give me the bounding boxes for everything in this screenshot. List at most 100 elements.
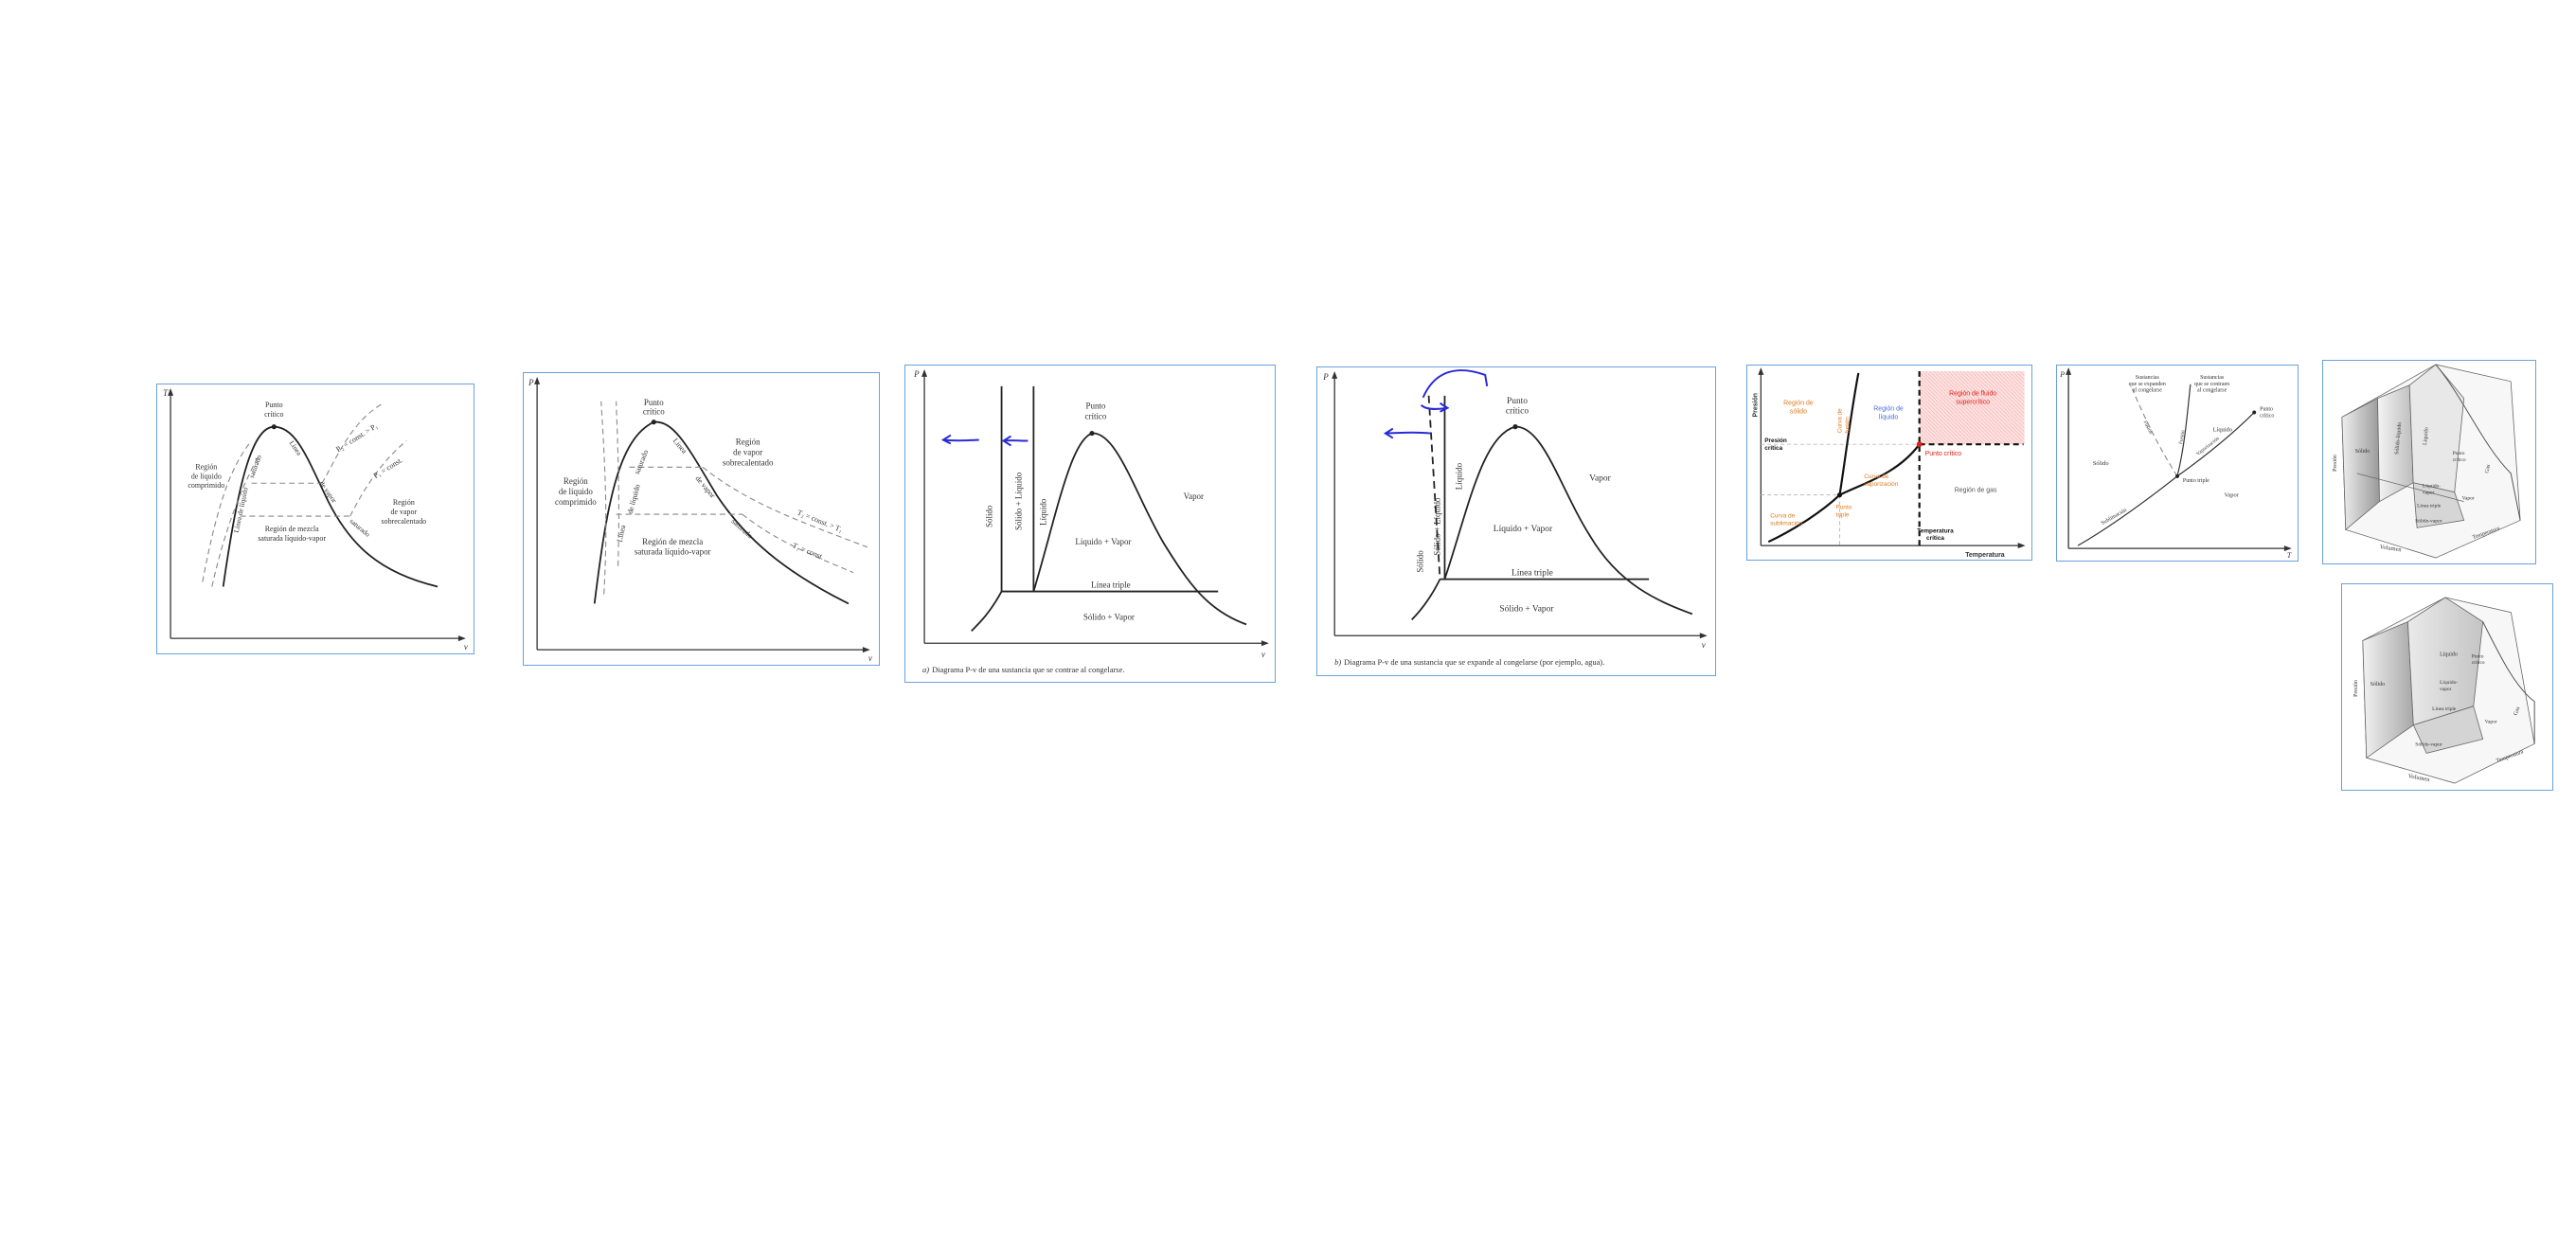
solid-liquid-label: Sólido-líquido xyxy=(2394,422,2403,455)
pvt-surface-contract-panel: Presión Volumen Temperatura Sólido Sólid… xyxy=(2322,360,2536,564)
gas-label: Gas xyxy=(2513,705,2522,716)
blue-arrow-annotation-2 xyxy=(1383,427,1431,439)
solid-vapor-label: Sólido-vapor xyxy=(2415,741,2442,747)
triple-line-label: Línea triple xyxy=(1091,580,1130,590)
saturation-dome xyxy=(593,420,850,605)
triple-line-label: Línea triple xyxy=(2432,706,2457,712)
temperature-axis-label: Temperatura xyxy=(1965,552,2005,559)
t-axis-label: T xyxy=(163,388,169,398)
blue-curve-annotation xyxy=(1422,369,1489,399)
sat-vapor-line-label: Línea xyxy=(288,439,304,458)
superheated-region-label: Región de vapor sobrecalentado xyxy=(382,498,427,526)
sublimation-curve-label: Curva de sublimación xyxy=(1770,512,1802,527)
triple-point-label: Punto triple xyxy=(2183,478,2209,484)
vapor-label: Vapor xyxy=(1589,473,1611,483)
pvt-surface-contract: Presión Volumen Temperatura Sólido Sólid… xyxy=(2333,364,2521,559)
pv-diagram: P v Punto crítico Región de líquido comprim… xyxy=(528,376,872,663)
liquid-label: Líquido xyxy=(1038,498,1047,526)
sat-liquid-line-label: Línea xyxy=(616,524,628,543)
critical-pressure-label: Presión crítica xyxy=(1764,438,1787,452)
critical-point-label: Punto crítico xyxy=(1085,402,1107,421)
phase-diagram-colored-panel: Presión Temperatura Región de sólido Regi… xyxy=(1746,365,2032,561)
fusion-expand-label: Fusión xyxy=(2142,420,2154,436)
pv-contracting-panel: P v Punto crítico Sólido Sólido + Líquido… xyxy=(904,365,1276,683)
triple-point-label: Punto triple xyxy=(1836,505,1852,519)
mix-region-label: Región de mezcla saturada líquido-vapor xyxy=(635,537,711,557)
solid-vapor-label: Sólido-vapor xyxy=(2415,518,2442,524)
blue-arrow-annotation xyxy=(1420,402,1450,413)
compressed-liquid-region: Región de líquido comprimido xyxy=(188,462,224,490)
t2-label: T₂ = const. > T₁ xyxy=(796,509,845,534)
liquid-label: Líquido xyxy=(2423,427,2430,445)
critical-point-label: Punto crítico xyxy=(264,401,283,419)
t-axis-label: T xyxy=(2287,551,2292,560)
vapor-label: Vapor xyxy=(2225,492,2240,499)
vapor-label: Vapor xyxy=(2462,496,2475,502)
superheated-region-label: Región de vapor sobrecalentado xyxy=(723,438,774,468)
triple-line-label: Línea triple xyxy=(2417,504,2442,509)
pvt-surface-expand: Presión Volumen Temperatura Sólido Líqui… xyxy=(2353,597,2535,784)
sublimation-curve xyxy=(1411,579,1441,620)
isotherm-t2-vapor xyxy=(702,466,868,548)
critical-point-label: Punto crítico xyxy=(2260,407,2274,420)
pv-expanding-diagram: P v Punto crítico Sólido + Líquido Líquid… xyxy=(1322,369,1708,667)
sat-vapor-line-label-3: saturado xyxy=(348,517,371,539)
liquid-label: Líquido xyxy=(2440,652,2458,657)
isobar-p2-liquid xyxy=(202,440,252,582)
critical-point-marker xyxy=(651,420,656,425)
solid-label: Sólido xyxy=(1416,550,1425,573)
v-axis-label: v xyxy=(868,653,872,663)
sat-liquid-line-label-2: de líquido xyxy=(626,483,642,514)
solid-boundary xyxy=(1427,395,1441,580)
liquid-region-label: Región de líquido xyxy=(1873,406,1904,421)
solid-liquid-label: Sólido + Líquido xyxy=(1013,472,1023,530)
t1-label: T₁ = const. xyxy=(792,541,826,561)
solid-label: Sólido xyxy=(2370,682,2386,688)
vapor-label: Vapor xyxy=(2485,720,2497,725)
solid-label: Sólido xyxy=(985,505,994,527)
sublimation-curve xyxy=(2077,475,2178,546)
fusion-curve-contract xyxy=(2176,384,2191,477)
p-axis-label: P xyxy=(1322,372,1329,382)
solid-label: Sólido xyxy=(2093,460,2109,467)
sat-vapor-line-label: Línea xyxy=(671,437,689,455)
volume-label: Volumen xyxy=(2379,544,2403,553)
vaporization-curve xyxy=(1839,443,1921,496)
solid-region-label: Región de sólido xyxy=(1783,401,1814,416)
pressure-label: Presión xyxy=(2353,680,2359,697)
fusion-contract-label: Fusión xyxy=(2178,430,2187,445)
fusion-curve-expand xyxy=(2131,388,2178,477)
solid-liquid-label: Sólido + Líquido xyxy=(1432,497,1441,556)
critical-point-label: Punto crítico xyxy=(643,398,665,417)
mix-region-label: Región de mezcla saturada líquido-vapor xyxy=(258,525,326,543)
v-axis-label: v xyxy=(464,642,468,652)
sat-liquid-line-label-3: saturado xyxy=(633,449,650,475)
solid-label: Sólido xyxy=(2355,449,2370,455)
saturation-dome xyxy=(1443,425,1693,616)
liquid-label: Líquido xyxy=(1454,462,1463,490)
gas-region-label: Región de gas xyxy=(1955,488,1997,494)
vaporization-curve-label: Curva de vaporización xyxy=(1864,473,1898,488)
critical-point-marker xyxy=(271,424,277,430)
liquid-vapor-label: Líquido + Vapor xyxy=(1075,537,1131,546)
caption: b) Diagrama P-v de una sustancia que se e… xyxy=(1334,657,1604,667)
isotherm-t2-liquid xyxy=(600,401,607,595)
tv-diagram-panel: T v Punto crítico P₂ = const. > P₁ P₁ = c… xyxy=(156,384,474,654)
v-axis-label: v xyxy=(1261,650,1265,659)
saturation-dome xyxy=(222,425,438,588)
tv-diagram: T v Punto crítico P₂ = const. > P₁ P₁ = c… xyxy=(163,388,468,652)
pv-diagram-panel: P v Punto crítico Región de líquido comprim… xyxy=(523,372,880,666)
p-axis-label: P xyxy=(2059,370,2065,379)
blue-arrow-annotation-2 xyxy=(1001,435,1029,447)
supercritical-region xyxy=(1919,370,2025,445)
p-axis-label: P xyxy=(913,369,920,379)
supercritical-region-label: Región de fluido supercrítico xyxy=(1949,391,1996,406)
triple-point-marker xyxy=(1836,492,1843,498)
isotherm-t1-vapor xyxy=(742,513,854,574)
critical-label: Punto crítico xyxy=(2453,451,2466,463)
saturation-dome xyxy=(1032,432,1247,626)
sublimation-curve xyxy=(1767,493,1841,544)
pressure-label: Presión xyxy=(2333,455,2338,472)
liquid-vapor-label: Líquido-vapor xyxy=(2440,680,2458,692)
pv-contracting-diagram: P v Punto crítico Sólido Sólido + Líquido… xyxy=(913,369,1269,674)
